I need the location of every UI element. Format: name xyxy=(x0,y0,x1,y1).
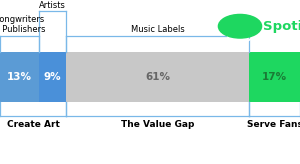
Text: 9%: 9% xyxy=(44,72,61,82)
FancyBboxPatch shape xyxy=(66,52,249,102)
Circle shape xyxy=(239,43,241,44)
Text: Recording
Artists: Recording Artists xyxy=(31,0,74,10)
Text: The Value Gap: The Value Gap xyxy=(121,120,194,129)
Text: 13%: 13% xyxy=(7,72,32,82)
Text: Create Art: Create Art xyxy=(7,120,59,129)
Text: Music Labels: Music Labels xyxy=(130,25,184,34)
Text: Serve Fans: Serve Fans xyxy=(247,120,300,129)
FancyBboxPatch shape xyxy=(249,52,300,102)
Text: 17%: 17% xyxy=(262,72,287,82)
Text: 61%: 61% xyxy=(145,72,170,82)
Text: Songwriters
& Publishers: Songwriters & Publishers xyxy=(0,15,46,34)
Text: Spotify: Spotify xyxy=(262,20,300,33)
FancyBboxPatch shape xyxy=(39,52,66,102)
FancyBboxPatch shape xyxy=(0,52,39,102)
Circle shape xyxy=(218,14,262,38)
